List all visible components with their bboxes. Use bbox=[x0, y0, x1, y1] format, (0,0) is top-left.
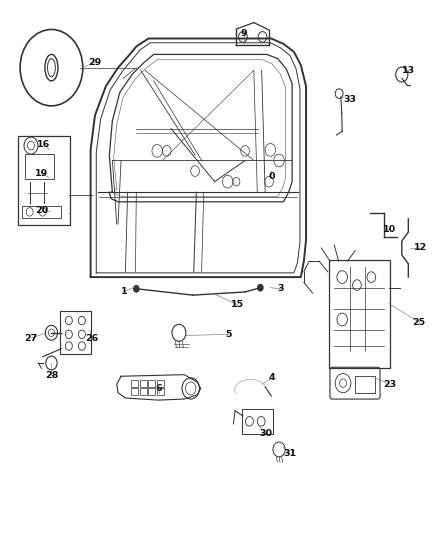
Text: 9: 9 bbox=[241, 29, 247, 38]
Text: 6: 6 bbox=[155, 384, 162, 393]
Bar bbox=[25, 154, 53, 179]
Bar bbox=[131, 381, 138, 387]
Bar bbox=[157, 381, 164, 387]
Text: 5: 5 bbox=[225, 330, 232, 339]
Bar bbox=[148, 381, 155, 387]
Bar bbox=[157, 389, 164, 395]
Text: 0: 0 bbox=[269, 172, 276, 181]
Text: 33: 33 bbox=[343, 95, 356, 104]
Text: 27: 27 bbox=[25, 334, 38, 343]
Text: 3: 3 bbox=[278, 284, 284, 293]
Text: 4: 4 bbox=[269, 373, 276, 382]
Circle shape bbox=[134, 286, 139, 292]
Text: 30: 30 bbox=[259, 429, 272, 438]
Text: 12: 12 bbox=[413, 244, 427, 253]
Polygon shape bbox=[117, 375, 201, 400]
Text: 26: 26 bbox=[85, 334, 99, 343]
Text: 20: 20 bbox=[35, 206, 48, 215]
Text: 1: 1 bbox=[121, 287, 127, 296]
Bar bbox=[355, 376, 375, 393]
Bar bbox=[148, 389, 155, 395]
Bar bbox=[131, 389, 138, 395]
Circle shape bbox=[258, 285, 263, 291]
Text: 25: 25 bbox=[413, 318, 426, 327]
Bar bbox=[140, 381, 147, 387]
Bar bbox=[22, 206, 61, 217]
Text: 16: 16 bbox=[37, 140, 51, 149]
Text: 15: 15 bbox=[231, 300, 244, 309]
Text: 10: 10 bbox=[383, 225, 396, 234]
Text: 13: 13 bbox=[402, 66, 415, 75]
Bar bbox=[140, 389, 147, 395]
Text: 28: 28 bbox=[45, 370, 58, 379]
Text: 23: 23 bbox=[383, 379, 396, 389]
Text: 29: 29 bbox=[88, 58, 102, 67]
Text: 31: 31 bbox=[283, 449, 296, 458]
Text: 19: 19 bbox=[35, 169, 48, 178]
Polygon shape bbox=[235, 380, 265, 392]
